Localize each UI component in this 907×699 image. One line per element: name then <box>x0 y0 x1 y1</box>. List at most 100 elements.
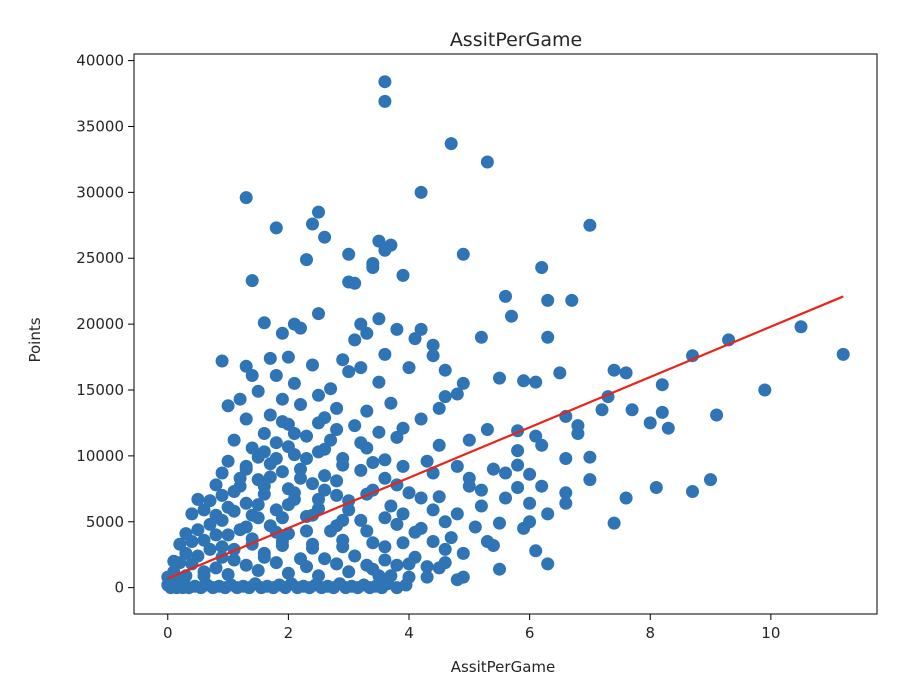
data-point <box>300 560 313 574</box>
data-point <box>523 496 537 510</box>
data-point <box>583 473 597 487</box>
data-point <box>420 570 434 584</box>
data-point <box>450 507 464 521</box>
data-point <box>390 558 404 572</box>
data-point <box>312 388 325 402</box>
data-point <box>396 459 410 473</box>
data-point <box>432 401 446 415</box>
data-point <box>426 503 440 517</box>
data-point <box>239 191 253 205</box>
data-point <box>239 359 253 373</box>
data-point <box>607 516 621 530</box>
data-point <box>275 326 289 340</box>
data-point <box>619 491 633 505</box>
data-point <box>438 542 452 556</box>
data-point <box>342 565 356 579</box>
data-point <box>505 309 518 323</box>
data-point <box>354 361 368 375</box>
data-point <box>474 330 488 344</box>
data-point <box>399 578 413 592</box>
data-point <box>239 558 253 572</box>
data-point <box>203 494 217 508</box>
data-point <box>517 374 531 388</box>
data-point <box>324 382 338 396</box>
data-point <box>215 354 229 368</box>
data-point <box>444 137 458 151</box>
data-point <box>378 471 392 485</box>
data-point <box>221 399 235 413</box>
x-axis-label: AssitPerGame <box>451 658 556 676</box>
data-point <box>191 523 205 537</box>
data-point <box>450 459 464 473</box>
data-point <box>209 561 223 575</box>
data-point <box>173 537 187 551</box>
data-point <box>499 289 512 303</box>
y-tick-label: 30000 <box>76 183 124 201</box>
data-point <box>438 363 452 377</box>
data-point <box>227 433 241 447</box>
data-point <box>432 561 446 575</box>
data-point <box>559 496 573 510</box>
data-point <box>450 387 464 401</box>
data-point <box>221 454 235 468</box>
x-tick-label: 0 <box>163 624 173 642</box>
data-point <box>354 317 368 331</box>
data-point <box>559 486 573 500</box>
y-axis-ticks: 0 5000 10000 15000 20000 25000 30000 35000 40000 <box>76 52 134 597</box>
data-point <box>396 536 410 550</box>
data-point <box>523 467 537 481</box>
data-point <box>432 490 446 504</box>
data-point <box>474 483 488 497</box>
data-point <box>263 351 277 365</box>
data-point <box>426 535 440 548</box>
x-tick-label: 6 <box>525 624 535 642</box>
data-point <box>306 537 319 551</box>
data-point <box>619 366 633 380</box>
x-tick-label: 2 <box>284 624 294 642</box>
data-point <box>336 353 350 367</box>
data-point <box>348 276 362 290</box>
data-point <box>251 384 265 398</box>
data-point <box>287 376 301 390</box>
data-point <box>486 539 500 552</box>
data-point <box>511 458 525 472</box>
data-point <box>529 429 543 443</box>
data-point <box>686 485 699 498</box>
data-point <box>287 427 301 440</box>
data-point <box>535 438 549 452</box>
data-point <box>245 369 259 382</box>
data-point <box>167 554 181 568</box>
data-point <box>312 307 325 321</box>
data-point <box>710 408 724 422</box>
data-point <box>294 398 307 411</box>
data-point <box>330 474 344 488</box>
data-point <box>233 471 247 485</box>
data-point <box>257 445 271 459</box>
data-point <box>342 365 356 379</box>
data-point <box>312 205 325 219</box>
data-point <box>324 433 338 447</box>
data-point <box>499 491 512 505</box>
data-point <box>269 369 283 382</box>
data-point <box>203 517 217 531</box>
data-point <box>312 569 325 583</box>
data-point <box>245 441 259 455</box>
data-point <box>468 520 482 534</box>
data-point <box>251 498 265 512</box>
data-point <box>312 492 325 506</box>
data-point <box>378 553 392 567</box>
data-point <box>493 516 506 530</box>
data-point <box>432 438 446 452</box>
data-point <box>251 564 265 577</box>
fit-line-layer <box>167 295 844 580</box>
data-point <box>185 507 199 521</box>
data-point <box>493 371 506 385</box>
data-point <box>420 560 434 574</box>
data-point <box>462 471 476 485</box>
data-point <box>456 546 470 560</box>
data-point <box>318 469 332 483</box>
data-point <box>396 421 410 435</box>
data-point <box>372 312 386 326</box>
data-point <box>281 498 295 512</box>
